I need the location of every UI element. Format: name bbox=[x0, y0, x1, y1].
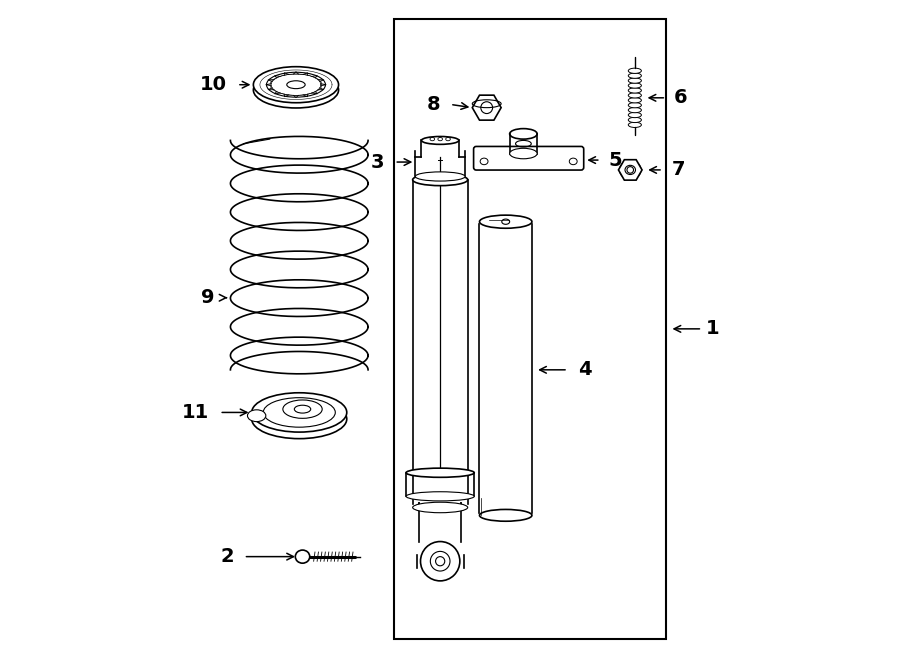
Text: 8: 8 bbox=[427, 95, 440, 114]
Text: 7: 7 bbox=[671, 161, 685, 179]
Ellipse shape bbox=[252, 399, 346, 439]
Text: 2: 2 bbox=[220, 547, 234, 566]
Ellipse shape bbox=[420, 541, 460, 581]
Text: 5: 5 bbox=[608, 151, 622, 170]
Text: 6: 6 bbox=[674, 89, 688, 107]
Ellipse shape bbox=[252, 393, 346, 432]
Ellipse shape bbox=[480, 215, 532, 228]
Text: 10: 10 bbox=[200, 75, 227, 95]
Ellipse shape bbox=[248, 410, 266, 422]
Text: 11: 11 bbox=[182, 403, 210, 422]
FancyBboxPatch shape bbox=[473, 147, 584, 170]
Ellipse shape bbox=[421, 136, 459, 144]
Ellipse shape bbox=[628, 122, 642, 128]
Bar bbox=[394, 19, 666, 639]
Ellipse shape bbox=[509, 129, 537, 139]
Ellipse shape bbox=[628, 102, 642, 108]
Text: 4: 4 bbox=[578, 360, 591, 379]
Ellipse shape bbox=[480, 510, 532, 522]
Ellipse shape bbox=[628, 78, 642, 83]
Ellipse shape bbox=[412, 502, 468, 513]
Ellipse shape bbox=[628, 117, 642, 122]
Text: 3: 3 bbox=[371, 153, 384, 172]
Ellipse shape bbox=[415, 172, 465, 181]
Text: 1: 1 bbox=[706, 319, 719, 338]
Ellipse shape bbox=[406, 468, 474, 477]
Text: 9: 9 bbox=[201, 288, 214, 307]
Ellipse shape bbox=[628, 112, 642, 118]
Ellipse shape bbox=[628, 68, 642, 73]
Ellipse shape bbox=[628, 93, 642, 98]
Ellipse shape bbox=[295, 550, 310, 563]
Ellipse shape bbox=[406, 492, 474, 501]
Ellipse shape bbox=[628, 73, 642, 78]
Ellipse shape bbox=[628, 88, 642, 93]
Ellipse shape bbox=[509, 148, 537, 159]
Ellipse shape bbox=[628, 98, 642, 103]
Ellipse shape bbox=[254, 67, 338, 102]
Ellipse shape bbox=[620, 161, 641, 179]
Ellipse shape bbox=[254, 72, 338, 108]
Ellipse shape bbox=[628, 108, 642, 113]
Ellipse shape bbox=[628, 83, 642, 88]
Ellipse shape bbox=[412, 174, 468, 186]
